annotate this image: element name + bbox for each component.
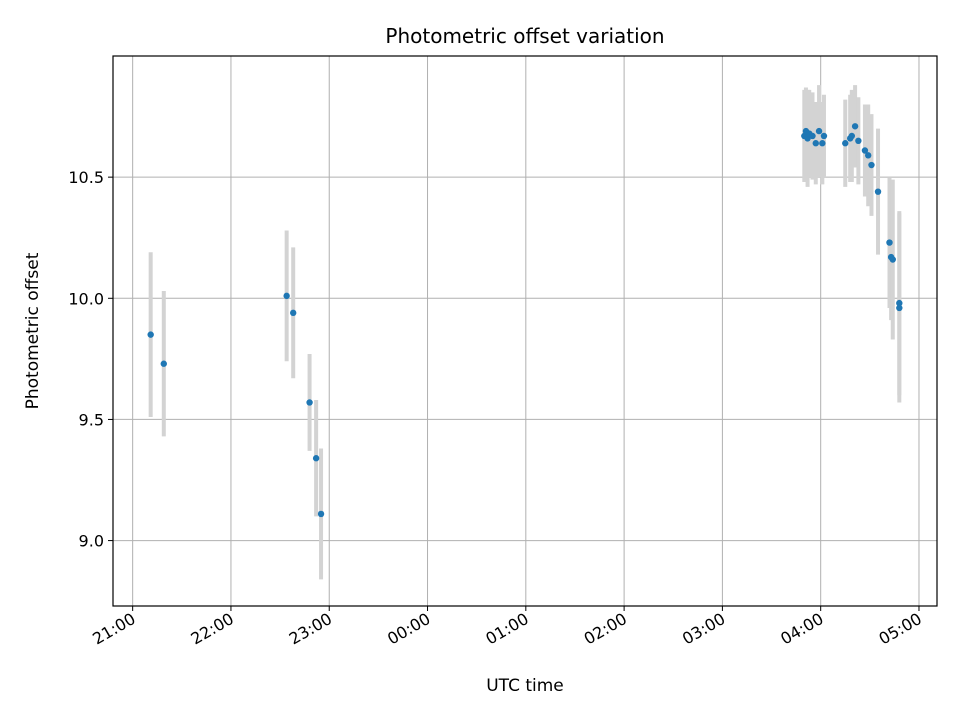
data-point bbox=[848, 132, 856, 140]
y-tick-label: 10.0 bbox=[68, 289, 104, 308]
data-point bbox=[896, 299, 903, 307]
data-point bbox=[283, 292, 290, 300]
data-point bbox=[306, 399, 313, 406]
data-point bbox=[809, 132, 816, 140]
data-point bbox=[820, 132, 828, 140]
data-point bbox=[855, 137, 862, 145]
data-point bbox=[886, 239, 893, 246]
plot-area-frame bbox=[112, 55, 938, 607]
data-point bbox=[819, 140, 826, 147]
data-point bbox=[851, 123, 859, 130]
data-point bbox=[147, 331, 154, 338]
data-points bbox=[147, 123, 903, 518]
data-point bbox=[868, 161, 875, 169]
data-point bbox=[804, 135, 811, 142]
data-point bbox=[289, 309, 297, 317]
y-tick-label: 9.0 bbox=[79, 532, 104, 551]
data-point bbox=[317, 510, 325, 518]
y-axis-title: Photometric offset bbox=[23, 252, 43, 409]
data-point bbox=[874, 188, 882, 195]
chart-title: Photometric offset variation bbox=[385, 24, 664, 48]
data-point bbox=[861, 147, 869, 154]
data-point bbox=[312, 455, 320, 462]
data-point bbox=[842, 140, 849, 147]
data-point bbox=[812, 140, 819, 147]
data-point bbox=[815, 127, 823, 135]
data-point bbox=[889, 256, 896, 263]
data-point bbox=[896, 304, 903, 312]
x-axis-title: UTC time bbox=[486, 676, 564, 696]
y-tick-label: 10.5 bbox=[68, 168, 104, 187]
y-tick-label: 9.5 bbox=[79, 410, 104, 429]
data-point bbox=[160, 360, 167, 367]
data-point bbox=[864, 152, 872, 159]
